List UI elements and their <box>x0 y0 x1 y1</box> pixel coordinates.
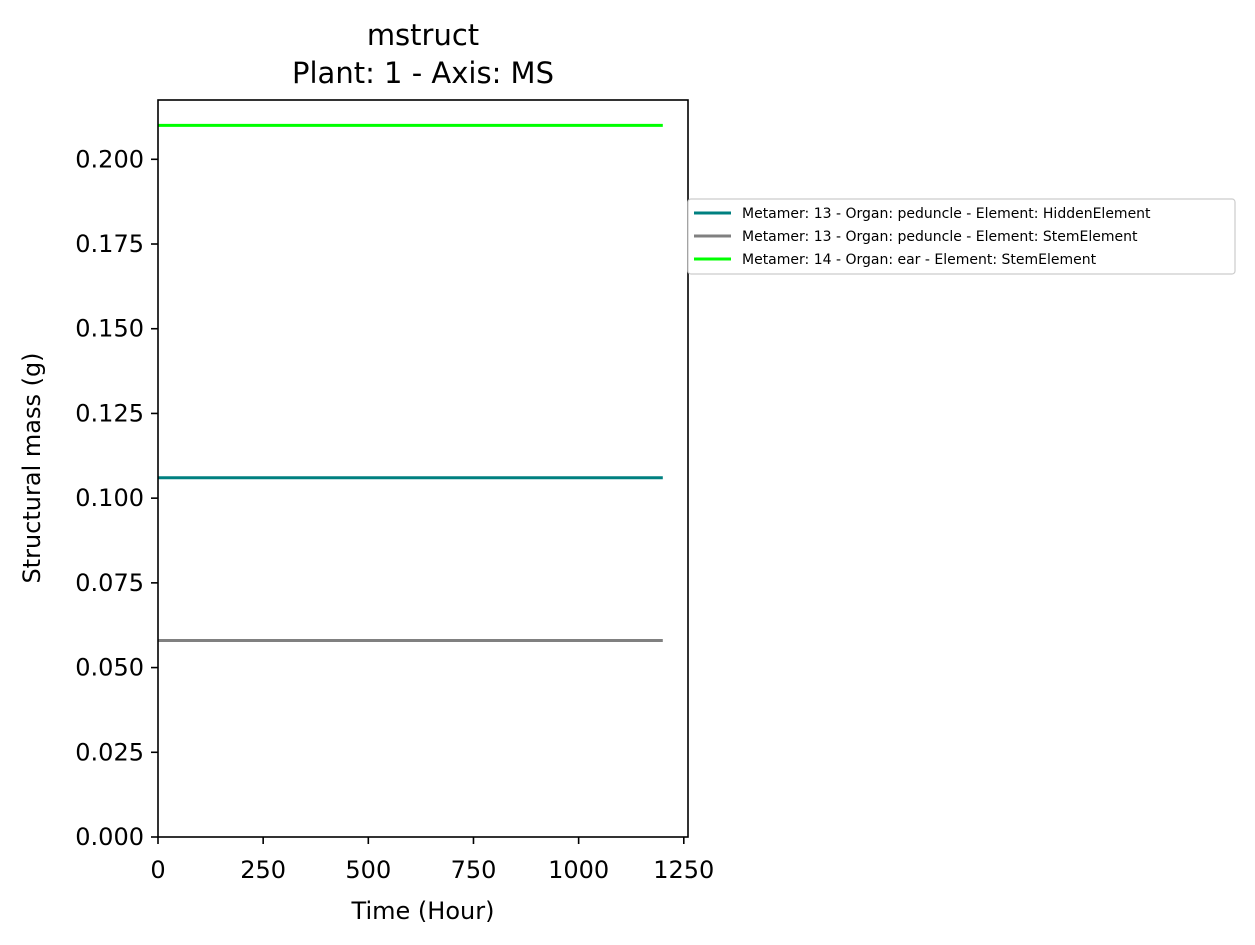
legend-entries: Metamer: 13 - Organ: peduncle - Element:… <box>694 206 1151 268</box>
legend-label: Metamer: 13 - Organ: peduncle - Element:… <box>742 206 1151 222</box>
x-tick-label: 250 <box>240 856 286 884</box>
y-tick-label: 0.000 <box>75 823 144 851</box>
series-layer <box>158 123 663 642</box>
y-tick-label: 0.125 <box>75 399 144 427</box>
x-tick-label: 1000 <box>548 856 609 884</box>
x-tick-label: 1250 <box>653 856 714 884</box>
x-tick-label: 500 <box>345 856 391 884</box>
y-tick-label: 0.100 <box>75 484 144 512</box>
x-tick-label: 0 <box>150 856 165 884</box>
x-axis-label: Time (Hour) <box>351 897 495 925</box>
chart-subtitle: Plant: 1 - Axis: MS <box>292 56 554 90</box>
y-tick-label: 0.200 <box>75 145 144 173</box>
y-tick-label: 0.175 <box>75 230 144 258</box>
legend-label: Metamer: 13 - Organ: peduncle - Element:… <box>742 229 1138 245</box>
x-ticks: 0 250 500 750 1000 1250 <box>150 837 714 884</box>
chart-title: mstruct <box>367 18 479 52</box>
plot-frame <box>157 99 689 838</box>
y-tick-label: 0.075 <box>75 569 144 597</box>
x-tick-label: 750 <box>451 856 497 884</box>
legend-frame <box>687 198 1236 275</box>
y-tick-label: 0.025 <box>75 738 144 766</box>
y-tick-label: 0.050 <box>75 654 144 682</box>
legend: Metamer: 13 - Organ: peduncle - Element:… <box>687 198 1236 275</box>
y-tick-label: 0.150 <box>75 315 144 343</box>
y-ticks: 0.000 0.025 0.050 0.075 0.100 0.125 0.150 0.175… <box>75 145 158 851</box>
legend-label: Metamer: 14 - Organ: ear - Element: Stem… <box>742 252 1097 268</box>
y-axis-label: Structural mass (g) <box>18 352 46 583</box>
